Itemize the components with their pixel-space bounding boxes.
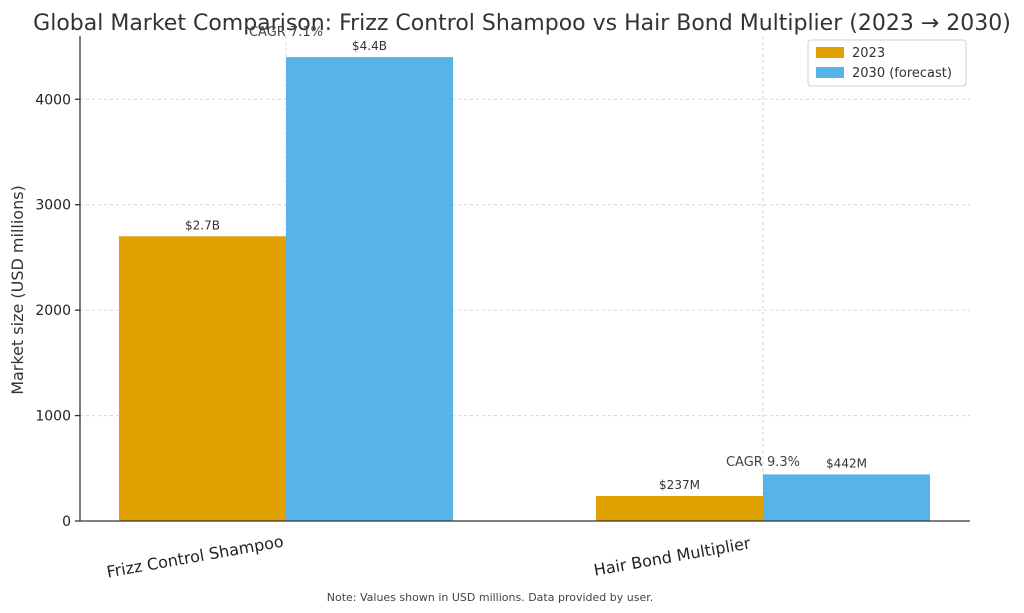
bar-value-label: $4.4B [352,39,387,53]
chart-title: Global Market Comparison: Frizz Control … [33,11,1011,36]
legend-swatch [816,67,844,78]
bar-2023-0 [119,236,286,521]
y-tick-label: 1000 [35,409,71,425]
bar-2030-1 [763,474,930,521]
chart-note: Note: Values shown in USD millions. Data… [327,591,653,604]
legend-entry: 2030 (forecast) [852,66,952,81]
bar-2030-0 [286,57,453,522]
bars [119,57,930,522]
y-ticks: 0 1000 2000 3000 4000 [35,92,80,530]
cagr-annotation: CAGR 7.1% [249,25,323,40]
y-tick-label: 3000 [35,198,71,214]
bar-value-label: $442M [826,456,867,470]
bar-value-label: $2.7B [185,218,220,232]
y-tick-label: 0 [62,514,71,530]
cagr-annotation: CAGR 9.3% [726,455,800,470]
legend-swatch [816,47,844,58]
x-tick-label: Frizz Control Shampoo [105,532,285,582]
data-labels: $2.7B $237M $4.4B $442M CAGR 7.1% CAGR 9.3% [185,25,867,492]
y-tick-label: 2000 [35,303,71,319]
legend-entry: 2023 [852,46,885,61]
legend: 2023 2030 (forecast) [807,39,967,87]
legend-box [807,39,967,87]
y-tick-label: 4000 [35,92,71,108]
x-tick-label: Hair Bond Multiplier [592,533,752,579]
bar-2023-1 [596,496,763,521]
bar-value-label: $237M [659,478,700,492]
x-tick-labels: Frizz Control Shampoo Hair Bond Multiplie… [105,532,752,582]
y-axis-label: Market size (USD millions) [8,185,27,395]
